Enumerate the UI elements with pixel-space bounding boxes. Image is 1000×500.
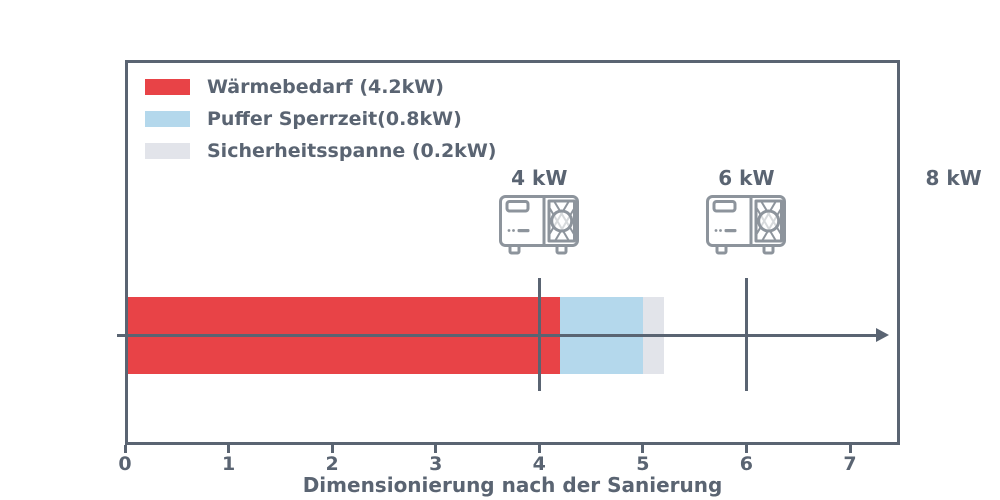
x-tick-7 xyxy=(848,445,852,453)
legend-swatch-waermebedarf xyxy=(145,79,190,95)
x-tick-5 xyxy=(641,445,645,453)
legend-label: Wärmebedarf (4.2kW) xyxy=(207,76,444,98)
legend-swatch-sicherheitsspanne xyxy=(145,143,190,159)
legend-label: Puffer Sperrzeit(0.8kW) xyxy=(207,108,462,130)
marker-label-4kw: 4 kW xyxy=(511,166,568,190)
x-tick-0 xyxy=(123,445,127,453)
x-axis-title: Dimensionierung nach der Sanierung xyxy=(302,473,723,497)
x-tick-label-2: 2 xyxy=(325,453,339,475)
x-tick-label-3: 3 xyxy=(429,453,443,475)
marker-line-4kw xyxy=(537,278,541,391)
x-tick-label-0: 0 xyxy=(118,453,132,475)
x-tick-2 xyxy=(330,445,334,453)
marker-label-8kw: 8 kW xyxy=(925,166,982,190)
x-tick-4 xyxy=(537,445,541,453)
x-tick-label-7: 7 xyxy=(843,453,857,475)
marker-label-6kw: 6 kW xyxy=(718,166,775,190)
heat-pump-outdoor-unit-icon xyxy=(706,195,787,255)
legend-item-waermebedarf: Wärmebedarf (4.2kW) xyxy=(145,71,496,103)
legend-label: Sicherheitsspanne (0.2kW) xyxy=(207,140,497,162)
y-axis-tick xyxy=(117,334,125,337)
x-tick-6 xyxy=(744,445,748,453)
x-tick-3 xyxy=(434,445,438,453)
arrow-head-icon xyxy=(876,328,889,342)
legend-item-puffer-sperrzeit: Puffer Sperrzeit(0.8kW) xyxy=(145,103,496,135)
marker-line-6kw xyxy=(744,278,748,391)
x-tick-label-5: 5 xyxy=(636,453,650,475)
x-tick-label-1: 1 xyxy=(221,453,236,475)
legend: Wärmebedarf (4.2kW) Puffer Sperrzeit(0.8… xyxy=(145,71,496,167)
x-tick-1 xyxy=(227,445,231,453)
horizontal-axis-arrow-line xyxy=(125,334,878,337)
x-tick-label-4: 4 xyxy=(532,453,546,475)
legend-swatch-puffer-sperrzeit xyxy=(145,111,190,127)
x-tick-label-6: 6 xyxy=(739,453,754,475)
heat-pump-outdoor-unit-icon xyxy=(499,195,580,255)
legend-item-sicherheitsspanne: Sicherheitsspanne (0.2kW) xyxy=(145,135,496,167)
